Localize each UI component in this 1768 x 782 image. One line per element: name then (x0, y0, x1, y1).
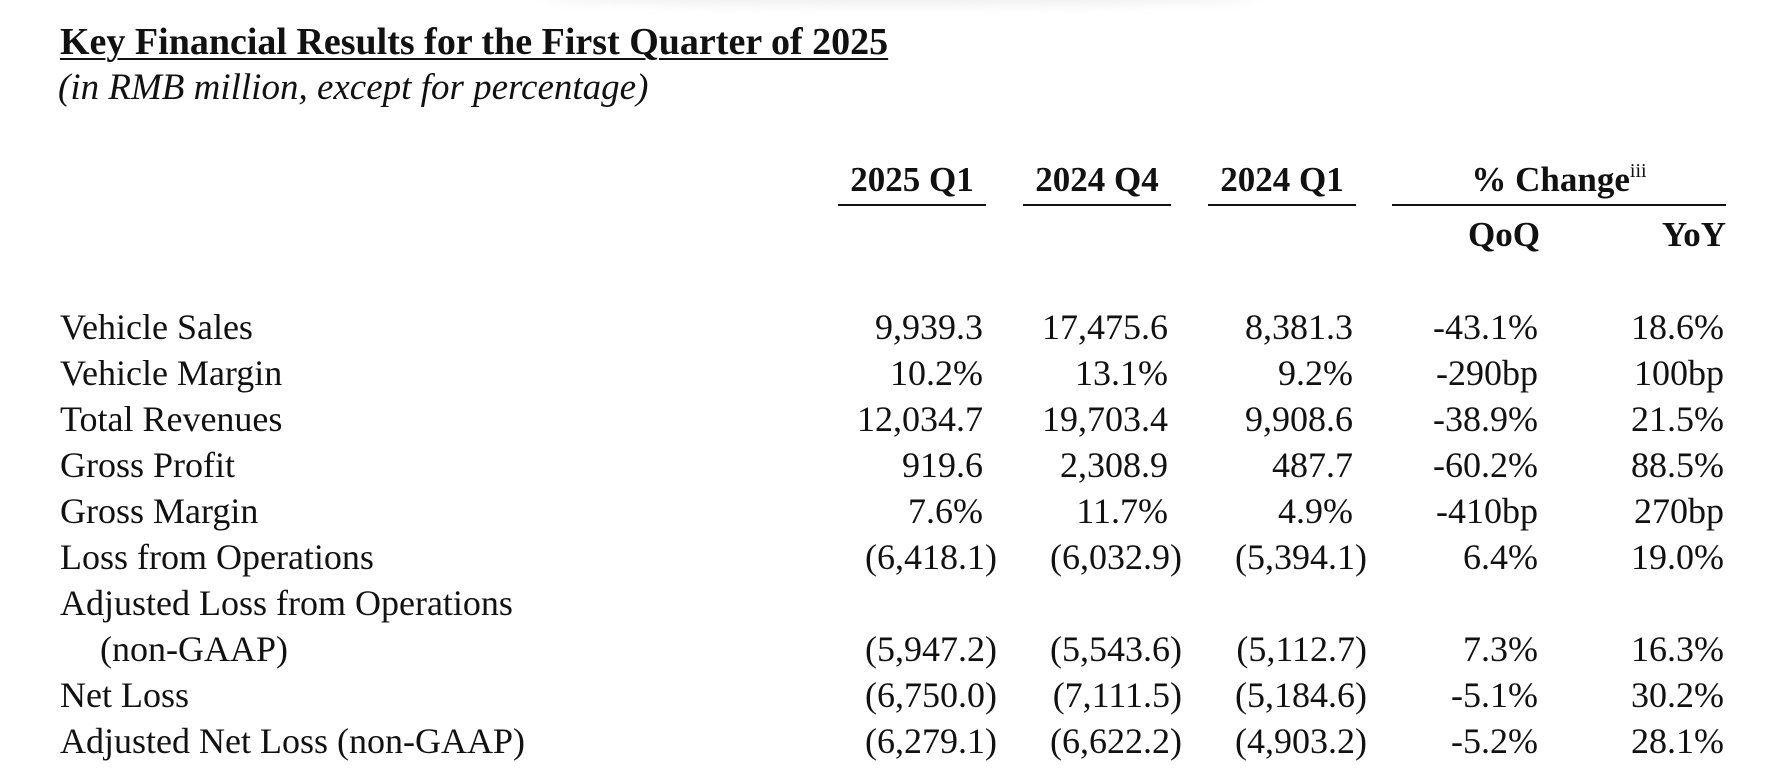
cell-qoq: -5.1% (1451, 675, 1538, 715)
cell-2025-q1: (5,947.2) (865, 629, 997, 669)
footnote-marker: iii (1629, 160, 1647, 182)
cell-qoq: -5.2% (1451, 721, 1538, 761)
cell-yoy: 16.3% (1631, 629, 1724, 669)
column-header-qoq: QoQ (1468, 215, 1540, 254)
cell-yoy: 100bp (1634, 353, 1724, 393)
table-row: Total Revenues 12,034.7 19,703.4 9,908.6… (0, 396, 1768, 442)
cell-qoq: -290bp (1436, 353, 1538, 393)
cell-2024-q1: (4,903.2) (1235, 721, 1367, 761)
row-label: Vehicle Sales (60, 307, 253, 347)
row-label: Net Loss (60, 675, 189, 715)
table-row: Adjusted Loss from Operations (0, 580, 1768, 626)
cell-2025-q1: (6,750.0) (865, 675, 997, 715)
cell-qoq: 6.4% (1463, 537, 1538, 577)
table-row: Vehicle Margin 10.2% 13.1% 9.2% -290bp 1… (0, 350, 1768, 396)
cell-2024-q4: (5,543.6) (1050, 629, 1182, 669)
page-title: Key Financial Results for the First Quar… (60, 21, 889, 63)
cell-2025-q1: (6,279.1) (865, 721, 997, 761)
top-shadow (540, 0, 1260, 4)
cell-2025-q1: 10.2% (890, 353, 983, 393)
cell-yoy: 30.2% (1631, 675, 1724, 715)
table-row: Gross Profit 919.6 2,308.9 487.7 -60.2% … (0, 442, 1768, 488)
cell-yoy: 28.1% (1631, 721, 1724, 761)
cell-2024-q1: (5,112.7) (1236, 629, 1367, 669)
table-row: Adjusted Net Loss (non-GAAP) (6,279.1) (… (0, 718, 1768, 764)
percent-change-label: % Change (1471, 160, 1630, 199)
cell-2025-q1: (6,418.1) (865, 537, 997, 577)
column-header-yoy: YoY (1661, 215, 1726, 254)
cell-2024-q4: 19,703.4 (1042, 399, 1168, 439)
cell-2024-q1: 487.7 (1272, 445, 1353, 485)
cell-2025-q1: 919.6 (902, 445, 983, 485)
cell-yoy: 21.5% (1631, 399, 1724, 439)
cell-2024-q1: 9.2% (1278, 353, 1353, 393)
cell-qoq: -38.9% (1433, 399, 1538, 439)
cell-qoq: -410bp (1436, 491, 1538, 531)
cell-2024-q1: 9,908.6 (1245, 399, 1353, 439)
cell-2024-q4: 17,475.6 (1042, 307, 1168, 347)
cell-2024-q1: 8,381.3 (1245, 307, 1353, 347)
table-row: Net Loss (6,750.0) (7,111.5) (5,184.6) -… (0, 672, 1768, 718)
cell-2025-q1: 12,034.7 (857, 399, 983, 439)
column-header-2025-q1: 2025 Q1 (838, 160, 986, 206)
column-header-2024-q4: 2024 Q4 (1023, 160, 1171, 206)
cell-2024-q1: (5,184.6) (1235, 675, 1367, 715)
row-label: Vehicle Margin (60, 353, 283, 393)
table-row: Vehicle Sales 9,939.3 17,475.6 8,381.3 -… (0, 304, 1768, 350)
cell-yoy: 19.0% (1631, 537, 1724, 577)
cell-2024-q4: (6,032.9) (1050, 537, 1182, 577)
table-row: Gross Margin 7.6% 11.7% 4.9% -410bp 270b… (0, 488, 1768, 534)
cell-2025-q1: 9,939.3 (875, 307, 983, 347)
table-row: Loss from Operations (6,418.1) (6,032.9)… (0, 534, 1768, 580)
row-label: Gross Profit (60, 445, 236, 485)
table-row-continuation: (non-GAAP) (5,947.2) (5,543.6) (5,112.7)… (0, 626, 1768, 672)
cell-qoq: -60.2% (1433, 445, 1538, 485)
cell-2024-q4: (6,622.2) (1050, 721, 1182, 761)
cell-2024-q4: 11.7% (1076, 491, 1168, 531)
row-label: Adjusted Loss from Operations (60, 583, 513, 623)
row-label: Total Revenues (60, 399, 283, 439)
cell-2024-q1: (5,394.1) (1235, 537, 1367, 577)
row-label: Gross Margin (60, 491, 259, 531)
cell-yoy: 18.6% (1631, 307, 1724, 347)
column-header-2024-q1: 2024 Q1 (1208, 160, 1356, 206)
cell-2024-q1: 4.9% (1278, 491, 1353, 531)
page-subtitle: (in RMB million, except for percentage) (58, 67, 649, 108)
row-label: Adjusted Net Loss (non-GAAP) (60, 721, 525, 761)
cell-qoq: -43.1% (1433, 307, 1538, 347)
column-header-percent-change: % Changeiii (1392, 160, 1726, 206)
cell-2024-q4: 13.1% (1075, 353, 1168, 393)
cell-yoy: 270bp (1634, 491, 1724, 531)
row-label: Loss from Operations (60, 537, 374, 577)
row-label-continuation: (non-GAAP) (100, 629, 288, 669)
cell-2024-q4: (7,111.5) (1052, 675, 1182, 715)
cell-2024-q4: 2,308.9 (1060, 445, 1168, 485)
cell-qoq: 7.3% (1463, 629, 1538, 669)
cell-yoy: 88.5% (1631, 445, 1724, 485)
cell-2025-q1: 7.6% (908, 491, 983, 531)
